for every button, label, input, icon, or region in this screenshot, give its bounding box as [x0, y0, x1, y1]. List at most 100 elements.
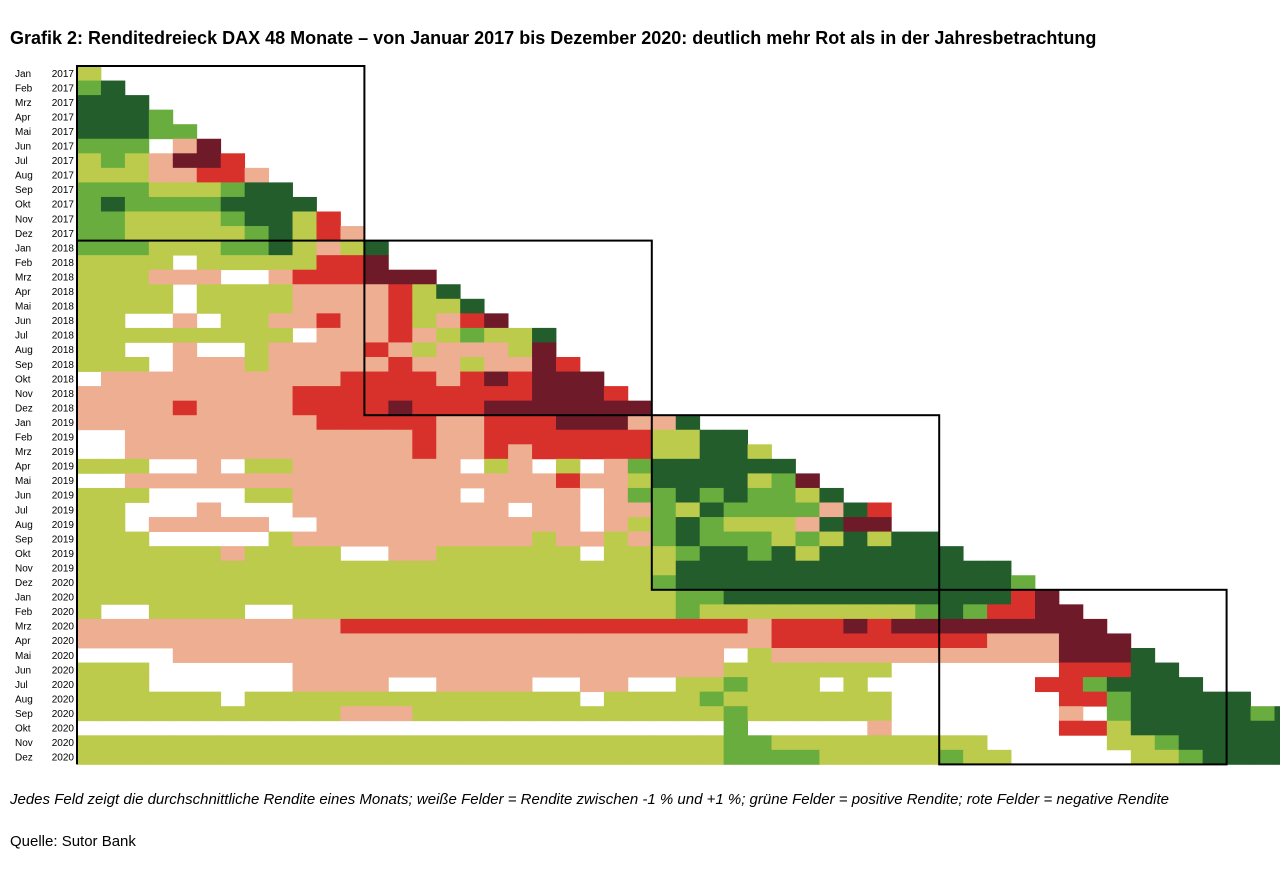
heatmap-cell	[77, 749, 102, 765]
heatmap-cell	[460, 386, 485, 402]
heatmap-cell	[891, 735, 916, 751]
heatmap-cell	[77, 211, 102, 227]
heatmap-cell	[891, 531, 916, 547]
heatmap-cell	[77, 517, 102, 532]
heatmap-cell	[436, 458, 461, 474]
heatmap-cell	[556, 648, 581, 663]
heatmap-cell	[196, 706, 222, 722]
heatmap-cell	[388, 531, 413, 547]
heatmap-cell	[603, 662, 629, 678]
heatmap-cell	[723, 473, 748, 489]
heatmap-cell	[771, 618, 796, 634]
heatmap-cell	[244, 735, 269, 751]
heatmap-cell	[627, 531, 653, 547]
heatmap-cell	[292, 691, 317, 707]
heatmap-cell	[412, 298, 437, 314]
heatmap-cell	[388, 415, 413, 431]
row-label-year: 2017	[52, 214, 75, 225]
heatmap-cell	[627, 735, 653, 751]
heatmap-cell	[675, 589, 701, 605]
heatmap-cell	[1082, 677, 1108, 693]
heatmap-cell	[268, 327, 293, 343]
heatmap-cell	[556, 400, 581, 416]
heatmap-cell	[675, 604, 701, 620]
heatmap-cell	[268, 415, 293, 431]
heatmap-cell	[124, 473, 150, 489]
heatmap-cell	[819, 648, 844, 663]
heatmap-cell	[627, 560, 653, 576]
heatmap-cell	[508, 546, 533, 562]
heatmap-cell	[100, 211, 126, 227]
heatmap-cell	[556, 531, 581, 547]
heatmap-cell	[220, 196, 246, 212]
heatmap-cell	[268, 357, 293, 372]
heatmap-cell	[388, 575, 413, 591]
heatmap-cell	[532, 735, 557, 751]
heatmap-cell	[388, 357, 413, 372]
heatmap-cell	[484, 502, 509, 518]
heatmap-cell	[819, 735, 844, 751]
heatmap-cell	[124, 749, 150, 765]
heatmap-cell	[364, 560, 389, 576]
heatmap-cell	[172, 182, 198, 198]
heatmap-cell	[124, 706, 150, 722]
heatmap-cell	[939, 618, 964, 634]
heatmap-cell	[508, 749, 533, 765]
heatmap-cell	[292, 735, 317, 751]
heatmap-cell	[795, 487, 820, 503]
heatmap-cell	[364, 618, 389, 634]
heatmap-cell	[771, 575, 796, 591]
heatmap-cell	[747, 618, 772, 634]
heatmap-cell	[1154, 720, 1180, 736]
heatmap-cell	[316, 633, 341, 649]
heatmap-cell	[364, 357, 389, 372]
row-label-month: Jan	[15, 243, 31, 254]
heatmap-cell	[915, 749, 940, 765]
heatmap-cell	[220, 400, 246, 416]
heatmap-cell	[316, 211, 341, 227]
row-label-year: 2020	[52, 651, 75, 662]
heatmap-cell	[292, 444, 317, 460]
heatmap-cell	[1202, 706, 1227, 722]
heatmap-cell	[675, 502, 701, 518]
heatmap-cell	[412, 429, 437, 445]
heatmap-cell	[651, 517, 677, 532]
heatmap-cell	[579, 473, 605, 489]
heatmap-cell	[316, 429, 341, 445]
heatmap-cell	[675, 618, 701, 634]
heatmap-cell	[771, 633, 796, 649]
heatmap-cell	[388, 560, 413, 576]
heatmap-cell	[388, 546, 413, 562]
heatmap-cell	[292, 677, 317, 693]
heatmap-cell	[316, 400, 341, 416]
heatmap-cell	[675, 429, 701, 445]
heatmap-cell	[1035, 648, 1060, 663]
heatmap-cell	[436, 415, 461, 431]
row-label-year: 2020	[52, 694, 75, 705]
heatmap-cell	[244, 749, 269, 765]
heatmap-cell	[747, 648, 772, 663]
heatmap-cell	[460, 357, 485, 372]
heatmap-cell	[292, 371, 317, 387]
heatmap-cell	[460, 560, 485, 576]
heatmap-cell	[292, 633, 317, 649]
heatmap-cell	[388, 735, 413, 751]
heatmap-cell	[963, 618, 988, 634]
heatmap-cell	[220, 648, 246, 663]
heatmap-cell	[124, 487, 150, 503]
heatmap-cell	[244, 284, 269, 300]
heatmap-cell	[508, 677, 533, 693]
heatmap-cell	[436, 604, 461, 620]
heatmap-cell	[484, 575, 509, 591]
heatmap-cell	[747, 691, 772, 707]
heatmap-cell	[412, 386, 437, 402]
row-label-month: Dez	[15, 578, 33, 589]
heatmap-cell	[364, 240, 389, 256]
heatmap-cell	[340, 473, 365, 489]
heatmap-cell	[292, 255, 317, 271]
heatmap-cell	[556, 429, 581, 445]
heatmap-cell	[1250, 749, 1275, 765]
row-label-month: Aug	[15, 520, 33, 531]
row-label-month: Jul	[15, 331, 28, 342]
heatmap-cell	[795, 691, 820, 707]
